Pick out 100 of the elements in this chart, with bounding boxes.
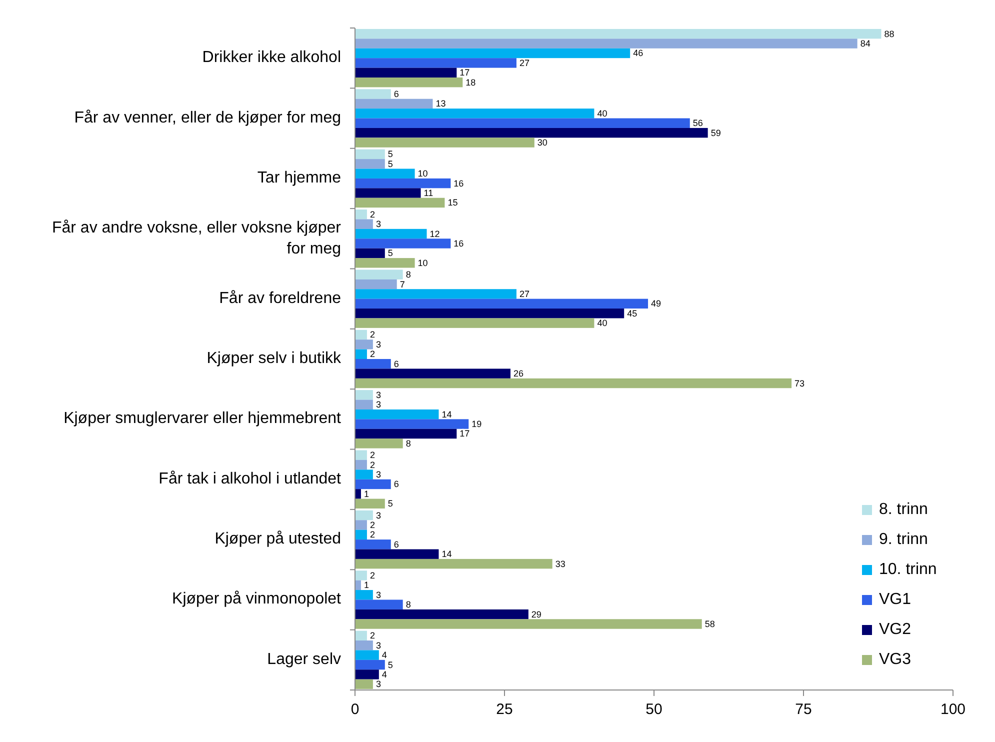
bar <box>355 38 858 48</box>
data-label: 3 <box>376 510 381 520</box>
data-label: 16 <box>454 238 464 248</box>
bar <box>355 510 373 520</box>
data-label: 3 <box>376 339 381 350</box>
bar <box>355 68 457 78</box>
bar <box>355 149 385 160</box>
bar <box>355 368 510 378</box>
bar <box>355 619 702 629</box>
data-label: 8 <box>406 270 411 280</box>
legend-label: 10. trinn <box>879 561 937 578</box>
data-label: 17 <box>460 68 470 78</box>
bar <box>355 289 516 299</box>
y-tick-label: Kjøper på vinmonopolet <box>172 590 342 608</box>
y-tick-label: Lager selv <box>267 651 341 668</box>
data-label: 2 <box>370 520 375 530</box>
bar <box>355 318 594 328</box>
data-label: 27 <box>519 288 530 299</box>
data-label: 3 <box>376 219 381 230</box>
bar <box>355 308 624 318</box>
data-label: 1 <box>364 580 369 590</box>
data-label: 8 <box>406 438 411 448</box>
x-tick-label: 25 <box>496 701 513 718</box>
bar <box>355 118 690 128</box>
bar <box>355 279 397 290</box>
y-tick-label: Kjøper selv i butikk <box>206 350 342 368</box>
bar <box>355 640 373 650</box>
data-label: 33 <box>555 558 566 569</box>
bar <box>355 128 708 138</box>
bar <box>355 470 373 480</box>
bar <box>355 498 385 508</box>
bar <box>355 400 373 410</box>
bar <box>355 359 391 369</box>
bar <box>355 609 528 620</box>
data-label: 49 <box>651 298 662 309</box>
data-label: 2 <box>370 630 375 641</box>
data-label: 5 <box>388 498 393 509</box>
data-label: 10 <box>418 168 428 179</box>
bar <box>355 479 391 490</box>
bar <box>355 650 379 660</box>
data-label: 30 <box>537 138 548 148</box>
bar <box>355 660 385 670</box>
bar <box>355 198 445 208</box>
bar <box>355 570 367 580</box>
data-label: 3 <box>376 679 381 690</box>
data-label: 26 <box>513 368 524 379</box>
y-tick-label: Kjøper på utested <box>214 530 341 548</box>
data-label: 7 <box>400 279 405 290</box>
bar <box>355 580 361 590</box>
data-label: 6 <box>394 539 399 550</box>
data-label: 14 <box>442 409 452 420</box>
bar <box>355 89 391 99</box>
y-tick-label: Får av foreldrene <box>219 290 342 308</box>
bar <box>355 330 367 340</box>
bar <box>355 679 373 690</box>
bar <box>355 630 367 640</box>
x-tick-label: 0 <box>350 701 360 718</box>
data-label: 1 <box>364 488 369 499</box>
bar <box>355 428 457 439</box>
bar <box>355 670 379 680</box>
data-label: 40 <box>597 318 608 328</box>
data-label: 10 <box>418 258 428 268</box>
data-label: 3 <box>376 590 381 600</box>
data-label: 4 <box>382 669 387 680</box>
bar <box>355 419 469 429</box>
bar <box>355 28 882 39</box>
data-label: 6 <box>394 479 399 490</box>
data-label: 18 <box>466 77 476 88</box>
data-label: 88 <box>884 28 894 39</box>
data-label: 3 <box>376 390 381 400</box>
bar <box>355 590 373 600</box>
data-label: 40 <box>597 108 608 118</box>
bar <box>355 178 451 188</box>
data-label: 17 <box>460 428 470 439</box>
data-label: 12 <box>430 228 440 239</box>
data-label: 5 <box>388 248 393 258</box>
legend-label: VG1 <box>879 591 912 608</box>
bar <box>355 409 439 420</box>
data-label: 3 <box>376 400 381 410</box>
x-tick-label: 100 <box>940 701 966 718</box>
data-label: 8 <box>406 600 411 610</box>
data-label: 84 <box>860 38 870 49</box>
y-tick-label: Drikker ikke alkohol <box>202 49 341 66</box>
bar <box>355 549 439 559</box>
bar <box>355 378 792 388</box>
y-tick-label: Tar hjemme <box>257 170 342 187</box>
bar <box>355 438 403 448</box>
legend-label: VG3 <box>879 651 912 668</box>
data-label: 11 <box>424 188 434 198</box>
data-label: 2 <box>370 349 375 360</box>
data-label: 3 <box>376 470 381 480</box>
bar <box>355 48 630 58</box>
legend-label: 8. trinn <box>879 501 928 518</box>
bar <box>355 258 415 268</box>
bar <box>355 78 463 88</box>
y-tick-label: Får av andre voksne, eller voksne kjøper for meg <box>52 220 342 258</box>
data-label: 19 <box>472 419 482 430</box>
bar <box>355 600 403 610</box>
data-label: 58 <box>704 618 715 629</box>
data-label: 3 <box>376 640 381 650</box>
